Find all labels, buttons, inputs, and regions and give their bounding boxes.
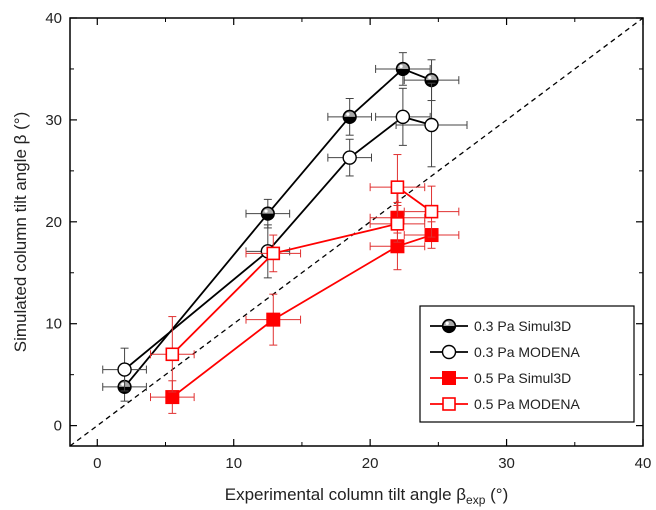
data-point-shine bbox=[264, 209, 268, 213]
x-axis-label: Experimental column tilt angle βexp (°) bbox=[225, 485, 508, 507]
series-line bbox=[123, 115, 432, 371]
reference-line-y-equals-x bbox=[69, 17, 644, 447]
x-axis-label-sub: exp bbox=[466, 493, 486, 507]
legend-label: 0.5 Pa MODENA bbox=[474, 396, 580, 412]
data-point bbox=[424, 117, 439, 133]
data-point bbox=[395, 109, 411, 125]
y-tick-label: 0 bbox=[54, 418, 62, 435]
data-point bbox=[117, 362, 132, 377]
series-0-5-pa-simul3d bbox=[149, 201, 460, 414]
data-point bbox=[266, 246, 281, 261]
legend-marker-shine bbox=[445, 321, 449, 325]
legend-label: 0.5 Pa Simul3D bbox=[474, 370, 571, 386]
legend-marker bbox=[442, 371, 456, 385]
x-axis-label-main: Experimental column tilt angle β bbox=[225, 485, 467, 504]
data-point-shine bbox=[346, 112, 350, 116]
legend-label: 0.3 Pa MODENA bbox=[474, 344, 580, 360]
data-point bbox=[342, 150, 357, 165]
series-0-5-pa-modena bbox=[149, 154, 460, 393]
data-point-shine bbox=[121, 382, 125, 386]
data-point bbox=[424, 204, 439, 219]
data-point bbox=[165, 347, 180, 362]
x-tick-label: 0 bbox=[93, 455, 101, 472]
y-tick-label: 10 bbox=[45, 316, 62, 333]
series-0-3-pa-simul3d bbox=[102, 52, 460, 402]
plot-frame bbox=[69, 17, 644, 447]
data-point-shine bbox=[399, 64, 403, 68]
legend-marker bbox=[442, 397, 456, 411]
data-point bbox=[165, 390, 180, 405]
x-axis-label-unit: (°) bbox=[485, 485, 508, 504]
data-point bbox=[266, 312, 281, 327]
x-tick-label: 30 bbox=[498, 455, 515, 472]
y-tick-label: 20 bbox=[45, 214, 62, 231]
x-tick-label: 40 bbox=[635, 455, 652, 472]
y-axis-label: Simulated column tilt angle β (°) bbox=[11, 112, 30, 353]
data-point bbox=[390, 180, 405, 194]
series-0-3-pa-modena bbox=[102, 82, 468, 392]
x-tick-label: 20 bbox=[362, 455, 379, 472]
data-point bbox=[390, 217, 405, 231]
legend-marker bbox=[441, 344, 457, 360]
x-tick-label: 10 bbox=[225, 455, 242, 472]
y-tick-label: 30 bbox=[45, 112, 62, 129]
axis-ticks: 0 10 20 30 40 0 10 20 30 40 bbox=[45, 10, 651, 472]
y-tick-label: 40 bbox=[45, 10, 62, 27]
legend-label: 0.3 Pa Simul3D bbox=[474, 318, 571, 334]
series-line bbox=[171, 234, 432, 398]
data-point-shine bbox=[428, 75, 432, 80]
plot-content bbox=[69, 17, 644, 447]
legend: 0.3 Pa Simul3D 0.3 Pa MODENA 0.5 Pa Simul3… bbox=[419, 305, 635, 423]
